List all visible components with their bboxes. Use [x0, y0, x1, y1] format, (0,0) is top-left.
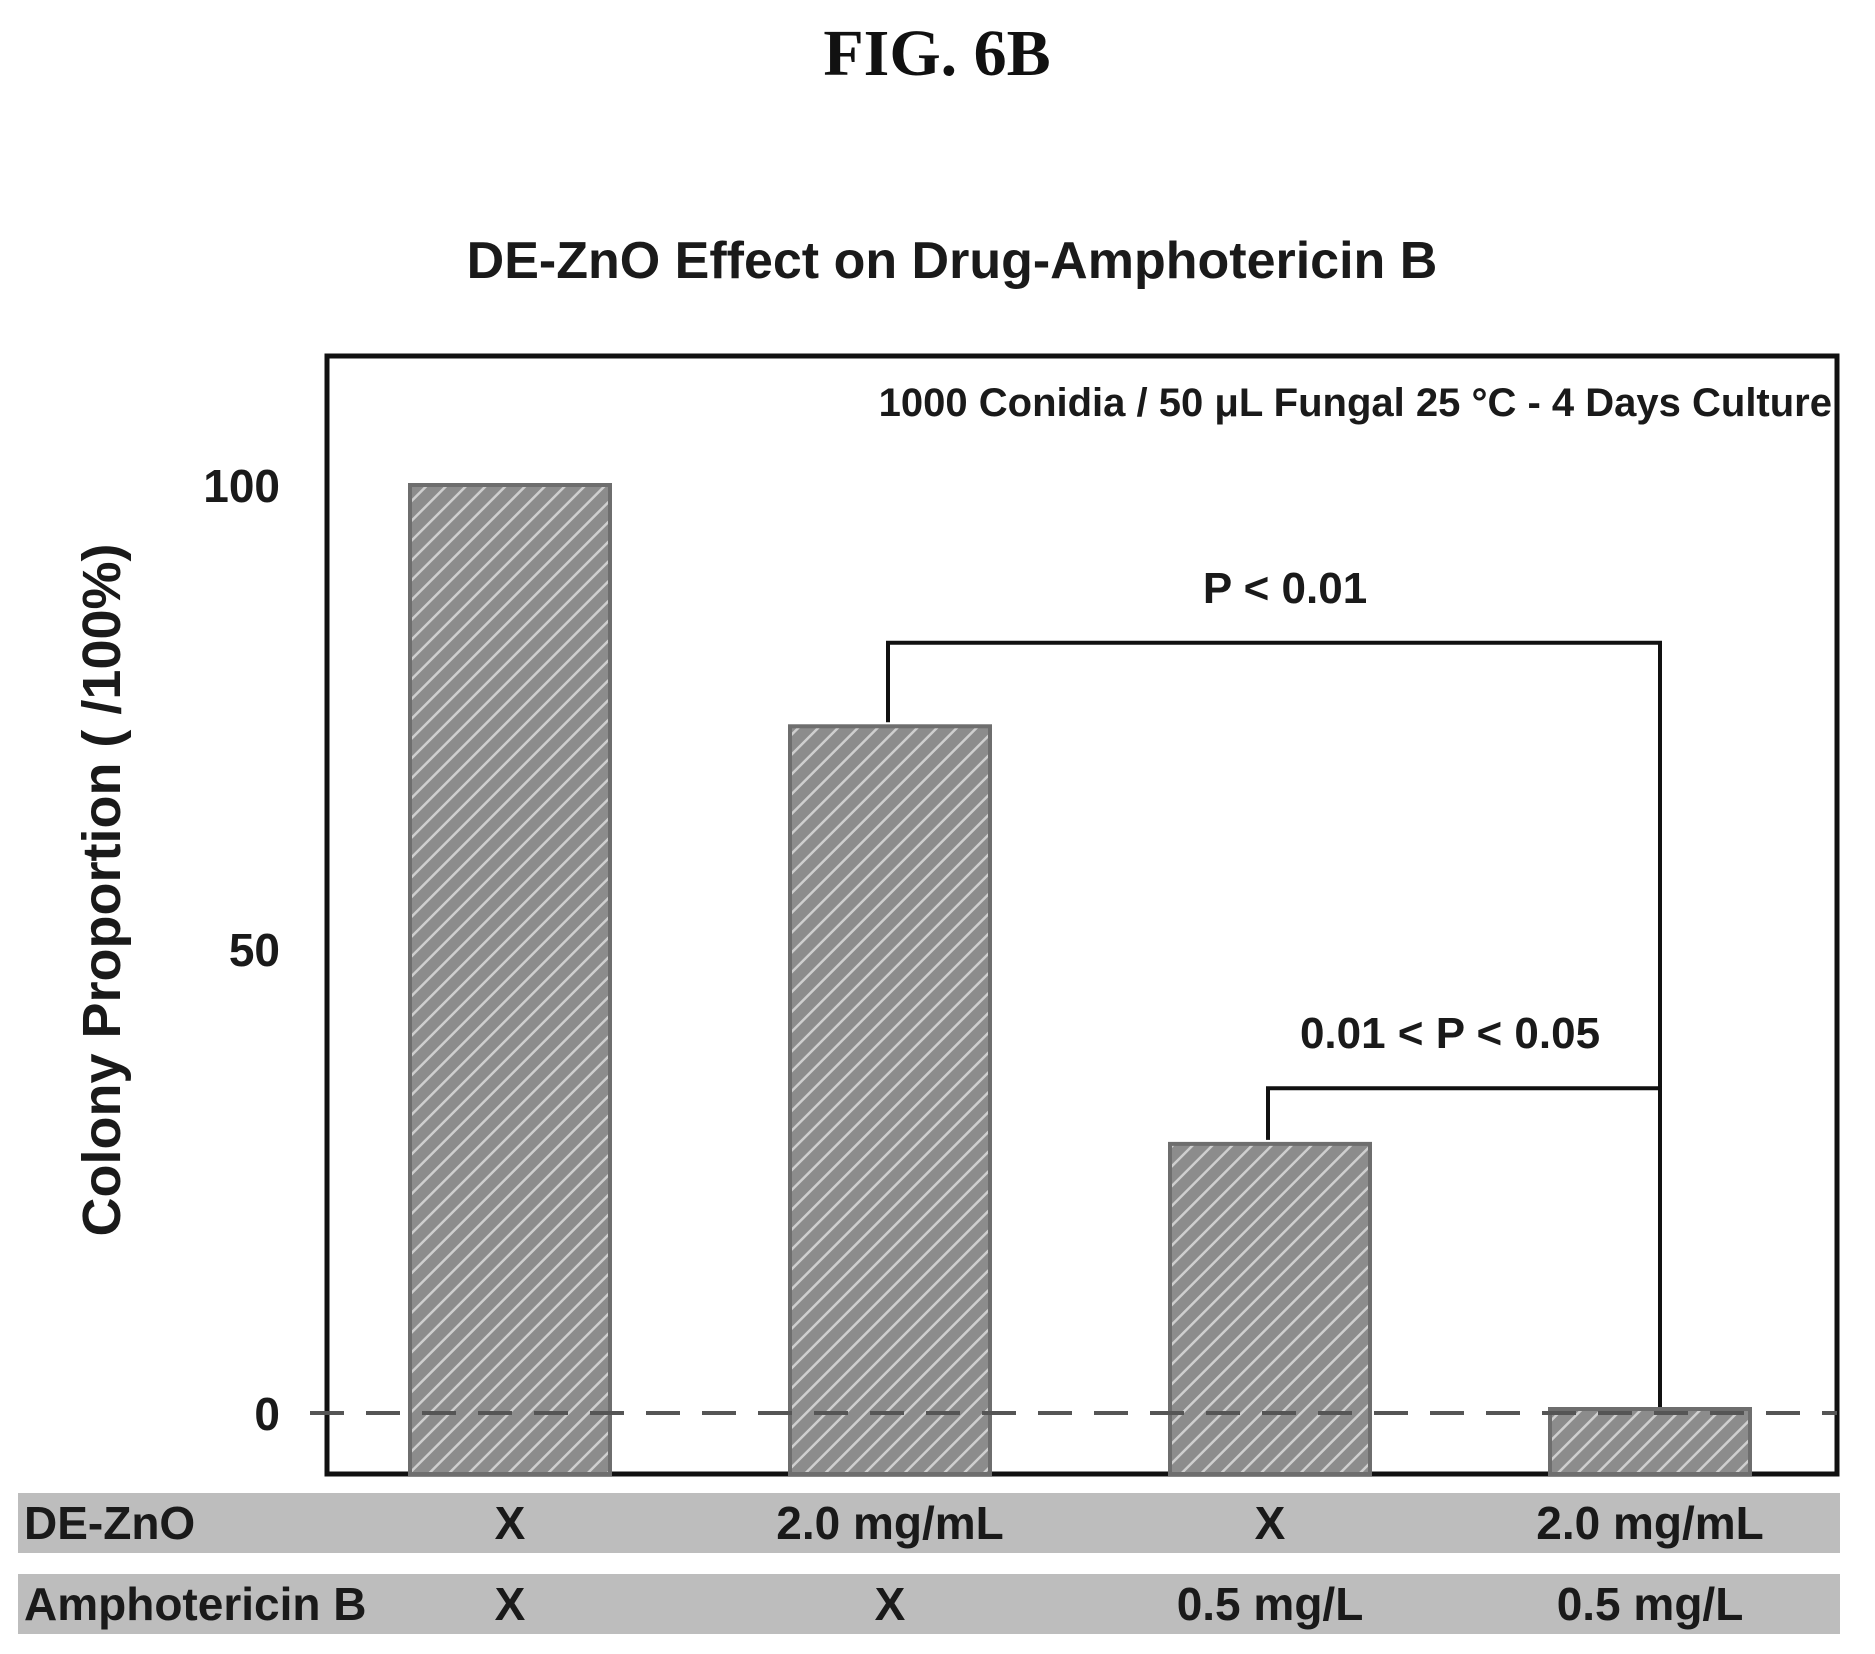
- condition-cell: 2.0 mg/mL: [1536, 1497, 1764, 1549]
- bar-3: [1168, 1141, 1372, 1476]
- y-axis-ticks: 0 50 100: [203, 460, 280, 1440]
- y-axis-label: Colony Proportion ( /100%): [72, 543, 132, 1236]
- condition-cell: X: [1255, 1497, 1286, 1549]
- chart-subtitle: 1000 Conidia / 50 μL Fungal 25 °C - 4 Da…: [879, 381, 1832, 425]
- condition-cell: X: [495, 1578, 526, 1630]
- bars: [408, 483, 1752, 1476]
- condition-cell: X: [495, 1497, 526, 1549]
- condition-rows: DE-ZnO X 2.0 mg/mL X 2.0 mg/mL Amphotericin B…: [18, 1493, 1840, 1634]
- figure-label: FIG. 6B: [823, 17, 1050, 90]
- chart-title: DE-ZnO Effect on Drug-Amphotericin B: [467, 232, 1438, 290]
- y-tick-label: 100: [203, 460, 280, 512]
- significance-label: P < 0.01: [1203, 564, 1367, 613]
- bar-4: [1548, 1407, 1752, 1476]
- condition-cell: 2.0 mg/mL: [776, 1497, 1004, 1549]
- condition-row-band: [18, 1574, 1840, 1634]
- condition-row-band: [18, 1493, 1840, 1553]
- significance-bracket: [886, 640, 1662, 1407]
- y-tick-label: 0: [254, 1388, 280, 1440]
- bar-2: [788, 724, 992, 1476]
- condition-row-label: DE-ZnO: [24, 1497, 195, 1549]
- y-tick-label: 50: [229, 924, 280, 976]
- condition-cell: 0.5 mg/L: [1177, 1578, 1364, 1630]
- condition-row-label: Amphotericin B: [24, 1578, 366, 1630]
- significance-bracket: [1266, 1086, 1662, 1407]
- condition-cell: 0.5 mg/L: [1557, 1578, 1744, 1630]
- significance-label: 0.01 < P < 0.05: [1300, 1009, 1600, 1058]
- plot-frame: [324, 353, 1840, 1477]
- condition-cell: X: [875, 1578, 906, 1630]
- bar-1: [408, 483, 612, 1476]
- significance-brackets: P < 0.01 0.01 < P < 0.05: [886, 564, 1662, 1407]
